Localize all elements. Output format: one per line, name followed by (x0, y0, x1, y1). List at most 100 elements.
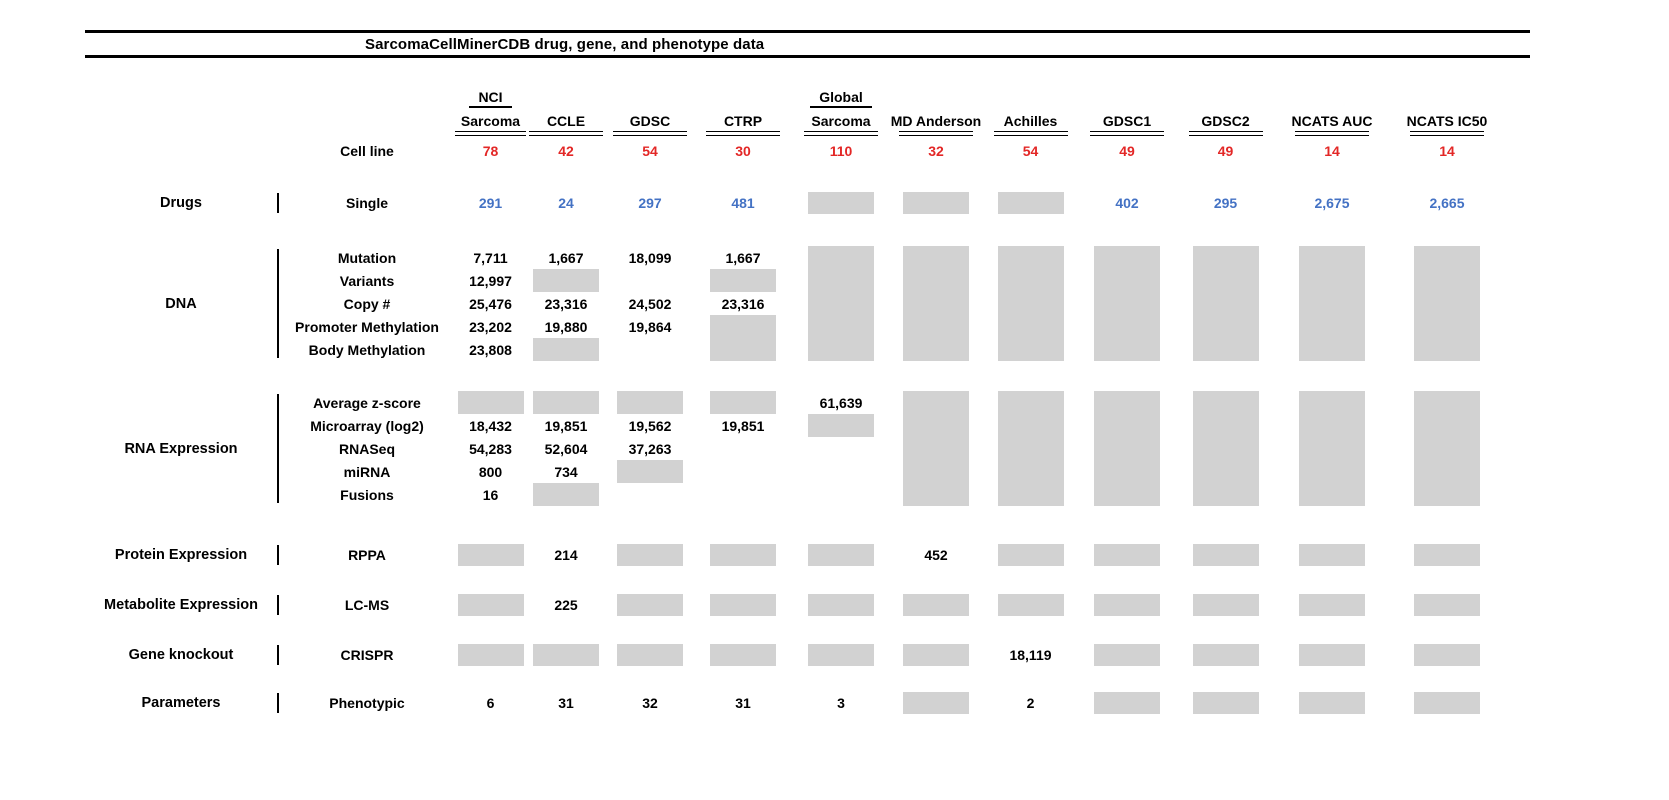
data-cell (1175, 542, 1276, 568)
data-cell (1388, 269, 1506, 292)
cell-line-count-cell: 54 (982, 138, 1079, 164)
data-cell: 19,851 (526, 414, 606, 437)
data-cell (1388, 483, 1506, 506)
data-cell (982, 542, 1079, 568)
missing-data-block (1094, 391, 1160, 414)
data-cell: 18,119 (982, 642, 1079, 668)
missing-data-block (1192, 544, 1259, 566)
cell-line-count: 78 (482, 143, 499, 159)
data-cell (890, 460, 982, 483)
data-cell: 800 (455, 460, 526, 483)
cell-line-count-cell: 30 (694, 138, 792, 164)
data-cell (1079, 483, 1175, 506)
data-cell (1276, 642, 1388, 668)
column-header-cell: Sarcoma (455, 108, 526, 130)
cell-line-count: 42 (558, 143, 574, 159)
spacer (85, 108, 277, 130)
data-value: 225 (554, 597, 578, 613)
row-label: miRNA (343, 463, 391, 480)
missing-data-block (1094, 269, 1160, 292)
column-header: MD Anderson (890, 113, 982, 129)
cell-line-count: 30 (735, 143, 751, 159)
data-cell (1079, 246, 1175, 269)
data-cell (792, 246, 890, 269)
data-value: 2,675 (1314, 195, 1350, 211)
data-value: 2 (1026, 695, 1035, 711)
column-header: GDSC2 (1201, 113, 1250, 129)
missing-data-block (997, 246, 1064, 269)
spacer (85, 84, 277, 108)
data-value: 402 (1115, 195, 1139, 211)
missing-data-block (1192, 315, 1259, 338)
group-divider (277, 394, 279, 503)
data-cell (792, 315, 890, 338)
data-cell: 6 (455, 690, 526, 716)
data-cell: 24 (526, 190, 606, 216)
column-header-cell: Achilles (982, 108, 1079, 130)
data-cell (455, 391, 526, 414)
data-cell (890, 414, 982, 437)
data-cell (982, 460, 1079, 483)
data-cell (694, 315, 792, 338)
data-cell (606, 338, 694, 361)
data-cell (890, 246, 982, 269)
missing-data-block (1299, 483, 1365, 506)
header-double-rule (455, 131, 526, 136)
data-cell: 31 (694, 690, 792, 716)
missing-data-block (1414, 644, 1480, 666)
header-bottom-row: Sarcoma CCLE GDSC CTRP Sarcoma MD Anderson Ach… (85, 108, 1669, 129)
data-value: 52,604 (544, 440, 588, 457)
data-value: 19,880 (544, 318, 588, 335)
data-cell: 54,283 (455, 437, 526, 460)
missing-data-block (1094, 692, 1160, 714)
data-value: 61,639 (819, 394, 863, 411)
header-rule-cell (1175, 129, 1276, 140)
missing-data-block (1094, 315, 1160, 338)
missing-data-block (457, 594, 524, 616)
data-value: 18,432 (469, 417, 512, 434)
missing-data-block (1094, 644, 1160, 666)
data-cell (1388, 542, 1506, 568)
row-label: Variants (339, 272, 395, 289)
data-cell (890, 190, 982, 216)
data-cell: 19,880 (526, 315, 606, 338)
header-double-rule (993, 131, 1068, 136)
cell-line-count: 14 (1439, 143, 1455, 159)
missing-data-block (1299, 246, 1365, 269)
data-cell (982, 246, 1079, 269)
data-value: 481 (731, 195, 755, 211)
title-rule-top (85, 30, 1530, 33)
data-cell (526, 338, 606, 361)
header-rule-cell (1079, 129, 1175, 140)
missing-data-block (808, 292, 874, 315)
data-cell: 1,667 (694, 246, 792, 269)
data-cell (1079, 414, 1175, 437)
missing-data-block (1414, 391, 1480, 414)
data-value: 1,667 (548, 249, 584, 266)
column-header: NCATS AUC (1291, 113, 1373, 129)
data-cell (982, 269, 1079, 292)
missing-data-block (1094, 544, 1160, 566)
data-value: 24 (558, 195, 574, 211)
data-cell: 2,675 (1276, 190, 1388, 216)
data-cell: 291 (455, 190, 526, 216)
missing-data-block (1192, 292, 1259, 315)
header-double-rule (1188, 131, 1263, 136)
missing-data-block (1299, 544, 1365, 566)
header-double-rule (1295, 131, 1369, 136)
data-cell: 1,667 (526, 246, 606, 269)
data-cell (1276, 592, 1388, 618)
missing-data-block (1192, 414, 1259, 437)
data-cell (792, 483, 890, 506)
data-cell (792, 190, 890, 216)
missing-data-block (903, 460, 969, 483)
missing-data-block (617, 460, 683, 483)
missing-data-block (1414, 246, 1480, 269)
row-label: Average z-score (313, 394, 421, 411)
missing-data-block (997, 460, 1064, 483)
data-cell (1388, 414, 1506, 437)
missing-data-block (1299, 315, 1365, 338)
data-value: 297 (638, 195, 662, 211)
data-cell (694, 642, 792, 668)
column-header-cell: GDSC2 (1175, 108, 1276, 130)
